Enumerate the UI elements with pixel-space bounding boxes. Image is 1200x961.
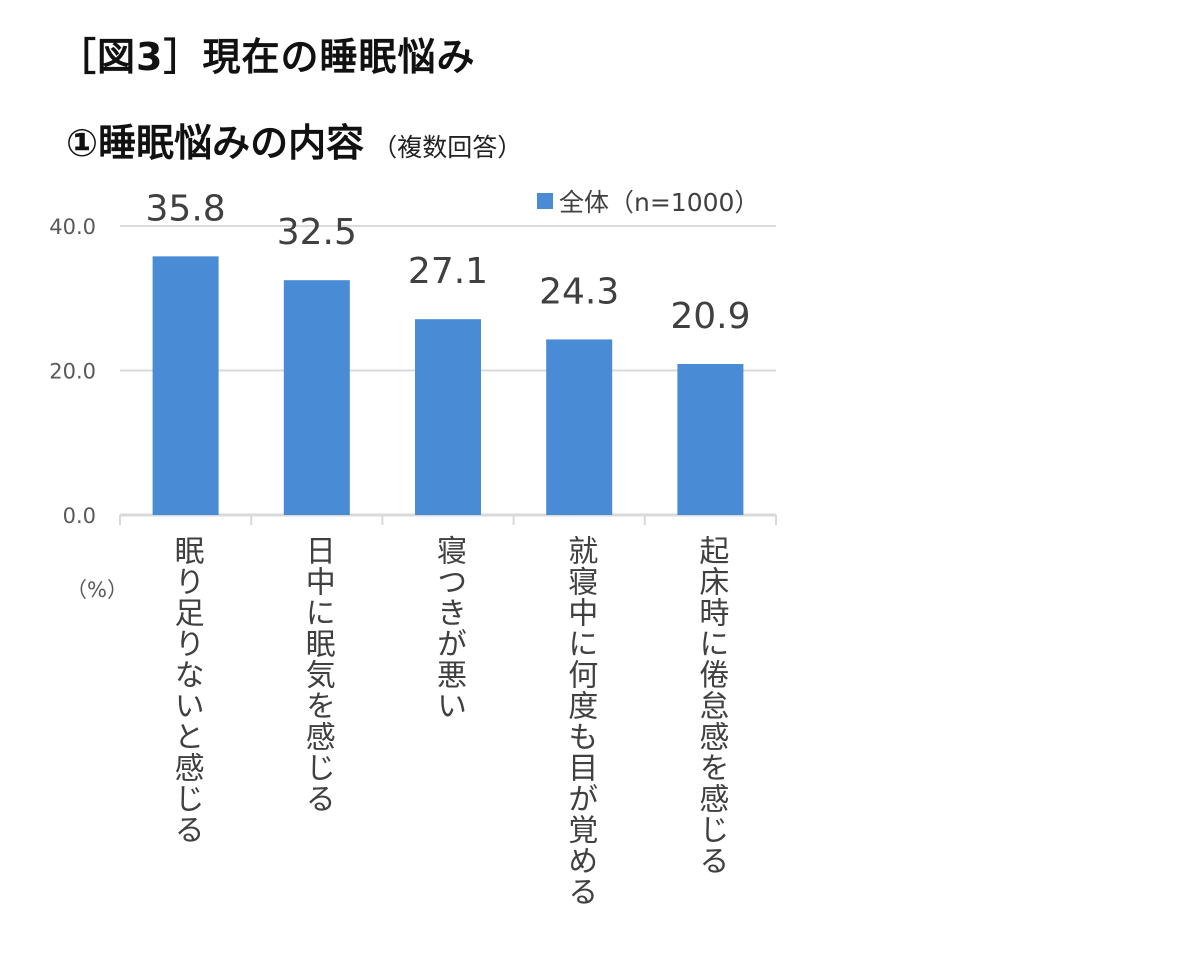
data-label: 24.3 (539, 271, 619, 312)
bar (415, 319, 481, 515)
x-category-label: 起床時に倦怠感を感じる (693, 535, 729, 876)
legend: 全体（n=1000） (537, 183, 759, 219)
y-axis-unit: （%） (66, 578, 128, 602)
data-label: 35.8 (146, 188, 226, 229)
x-category-label: 眠り足りないと感じる (168, 535, 204, 845)
y-tick-label: 0.0 (63, 504, 96, 528)
data-label: 20.9 (670, 296, 750, 337)
chart-subtitle-main: ①睡眠悩みの内容 (66, 121, 365, 165)
x-category-label: 日中に眠気を感じる (299, 535, 335, 814)
data-label: 27.1 (408, 251, 488, 292)
legend-swatch (537, 193, 553, 209)
figure-title: ［図3］現在の睡眠悩み (58, 35, 476, 79)
chart-subtitle-note: （複数回答） (372, 133, 523, 162)
chart-subtitle: ①睡眠悩みの内容 （複数回答） (66, 112, 522, 167)
bar (677, 363, 744, 515)
y-tick-label: 40.0 (49, 215, 96, 239)
x-category-label: 就寝中に何度も目が覚める (562, 535, 598, 907)
x-category-label: 寝つきが悪い (431, 535, 466, 721)
legend-label: 全体（n=1000） (559, 188, 760, 217)
bar (283, 280, 350, 515)
bar (152, 256, 219, 515)
bar (546, 339, 613, 515)
y-tick-label: 20.0 (49, 360, 96, 384)
data-label: 32.5 (277, 212, 357, 253)
